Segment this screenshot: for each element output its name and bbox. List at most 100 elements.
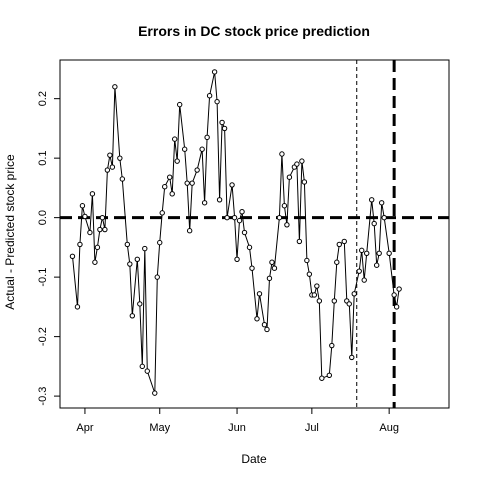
data-point xyxy=(386,250,392,257)
data-point xyxy=(204,134,210,141)
data-point xyxy=(306,271,313,277)
x-tick-label: Jun xyxy=(228,422,246,434)
data-point xyxy=(393,304,400,310)
data-point xyxy=(174,158,180,164)
data-point xyxy=(368,197,375,203)
data-point xyxy=(229,182,235,188)
data-point xyxy=(99,214,106,221)
data-point xyxy=(119,176,126,182)
data-point xyxy=(159,210,165,216)
data-point xyxy=(266,275,273,282)
data-point xyxy=(311,292,318,298)
x-tick-label: Apr xyxy=(76,422,93,434)
data-point xyxy=(74,304,81,310)
data-point xyxy=(186,228,193,234)
data-point xyxy=(281,203,288,209)
data-point xyxy=(276,214,283,221)
data-point xyxy=(94,244,101,251)
data-point xyxy=(172,136,178,142)
data-point xyxy=(169,191,175,197)
data-point xyxy=(331,298,337,304)
data-point xyxy=(381,214,387,221)
data-point xyxy=(299,158,305,164)
data-point xyxy=(184,180,190,186)
data-point xyxy=(162,184,168,190)
y-tick-label: -0.3 xyxy=(37,387,49,406)
data-point xyxy=(107,152,113,158)
data-point xyxy=(199,146,205,152)
data-point xyxy=(269,259,275,265)
data-point xyxy=(286,174,293,180)
data-point xyxy=(329,342,335,349)
plot-area: Apr May Jun Jul Aug -0.3 -0.2 -0.1 0.0 0.1 0.2 xyxy=(37,59,450,434)
data-point xyxy=(109,164,116,170)
x-tick-label: May xyxy=(149,422,170,434)
data-point xyxy=(336,241,342,248)
data-point xyxy=(154,274,160,280)
data-point xyxy=(319,375,325,381)
data-point xyxy=(211,69,218,75)
data-point xyxy=(221,125,228,132)
data-point xyxy=(264,326,270,333)
data-point xyxy=(378,200,385,206)
data-point xyxy=(77,241,83,248)
plot-frame xyxy=(59,59,450,409)
data-point xyxy=(82,213,88,220)
y-tick-label: -0.1 xyxy=(37,268,49,287)
data-point xyxy=(284,222,290,228)
data-point xyxy=(134,256,141,262)
data-point xyxy=(349,354,355,361)
data-point xyxy=(144,368,150,374)
data-point xyxy=(157,239,163,246)
data-point xyxy=(214,98,220,105)
x-tick-label: Aug xyxy=(379,422,399,434)
data-point xyxy=(249,265,255,271)
data-point xyxy=(246,244,253,251)
data-point xyxy=(371,220,377,227)
data-point xyxy=(241,229,248,236)
data-point xyxy=(334,259,340,265)
data-point xyxy=(104,167,111,173)
data-point xyxy=(261,322,268,328)
data-point xyxy=(129,313,136,319)
data-point xyxy=(152,390,158,396)
data-point xyxy=(139,363,145,370)
data-point xyxy=(396,286,402,292)
data-point xyxy=(301,179,308,185)
data-point xyxy=(314,283,320,289)
data-point xyxy=(189,180,195,186)
data-point xyxy=(304,257,310,264)
y-tick-label: 0.2 xyxy=(37,91,49,106)
data-point xyxy=(89,191,96,197)
data-point xyxy=(87,229,93,236)
data-point xyxy=(234,256,240,262)
y-tick-label: 0.1 xyxy=(37,151,49,166)
data-point xyxy=(239,208,245,215)
data-point xyxy=(69,253,76,260)
data-point xyxy=(219,119,225,126)
data-point xyxy=(201,200,208,206)
x-tick-label: Jul xyxy=(305,422,319,434)
data-point xyxy=(236,217,243,224)
data-point xyxy=(256,291,263,297)
data-point xyxy=(376,250,382,257)
data-point xyxy=(294,161,300,167)
data-point xyxy=(361,277,367,283)
data-point xyxy=(176,101,183,108)
data-point xyxy=(206,92,213,99)
data-point xyxy=(181,146,188,152)
data-point xyxy=(167,174,173,180)
data-point xyxy=(97,226,103,233)
data-point xyxy=(364,250,370,257)
data-point xyxy=(194,167,200,173)
data-point xyxy=(79,203,86,209)
error-series-line xyxy=(72,71,400,394)
data-point xyxy=(92,259,98,265)
data-point xyxy=(137,301,143,307)
data-point xyxy=(351,291,357,297)
data-point xyxy=(346,301,352,307)
data-point xyxy=(124,241,131,248)
x-axis-label: Date xyxy=(241,452,267,466)
y-axis-label: Actual - Predicted stock price xyxy=(3,154,17,310)
